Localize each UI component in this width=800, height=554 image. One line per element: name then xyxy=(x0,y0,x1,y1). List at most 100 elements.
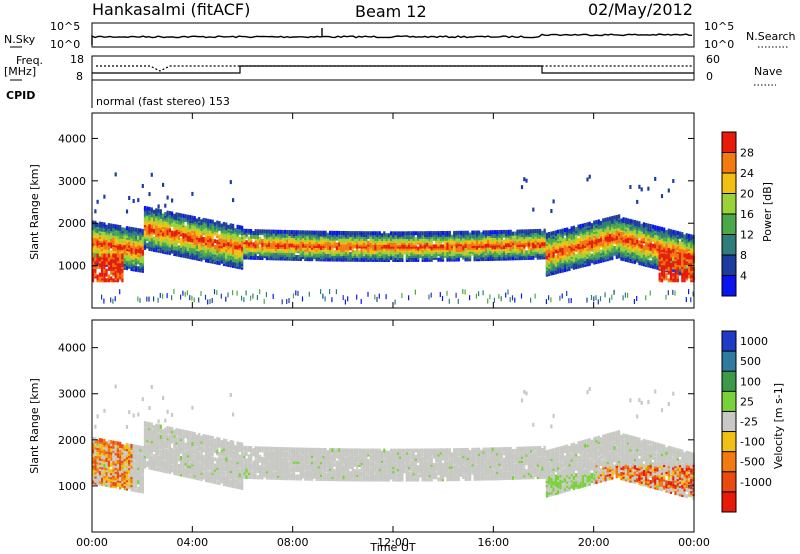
power-cell xyxy=(599,257,603,261)
nsky-tick-bottom: 10^0 xyxy=(50,38,80,51)
power-cell xyxy=(586,297,588,303)
power-cell xyxy=(681,259,684,264)
power-cell xyxy=(245,240,248,245)
power-cell xyxy=(681,263,684,268)
power-cell xyxy=(155,248,158,253)
power-cell xyxy=(401,231,404,236)
power-cell xyxy=(570,298,572,304)
power-cell xyxy=(171,198,174,203)
power-cell xyxy=(164,242,167,247)
power-cell xyxy=(238,236,241,241)
power-cell xyxy=(498,230,501,234)
power-cell xyxy=(200,291,202,296)
power-cell xyxy=(134,243,138,247)
power-cell xyxy=(371,231,375,236)
power-cell xyxy=(651,228,655,233)
power-cell xyxy=(259,236,262,241)
power-heatmap xyxy=(92,172,695,305)
power-cell xyxy=(263,252,266,257)
power-cell xyxy=(290,253,293,257)
power-cell xyxy=(550,297,552,303)
power-cell xyxy=(148,296,150,302)
power-cell xyxy=(414,236,417,241)
power-cell xyxy=(290,247,293,252)
power-cell xyxy=(656,242,659,247)
power-cell xyxy=(681,253,684,258)
power-cell xyxy=(622,295,624,301)
power-cell xyxy=(98,272,101,277)
power-cell xyxy=(195,229,198,234)
power-cell xyxy=(455,292,457,298)
power-cell xyxy=(184,214,187,219)
power-cell xyxy=(665,261,668,266)
power-cell xyxy=(502,245,506,250)
nave-tick-top: 60 xyxy=(706,53,720,66)
power-cell xyxy=(581,234,585,239)
power-cell xyxy=(322,230,325,235)
power-cell xyxy=(586,177,589,182)
nsky-label: N.Sky xyxy=(4,33,36,46)
power-cell xyxy=(448,298,450,304)
power-cell xyxy=(566,258,569,262)
power-cell xyxy=(572,225,575,230)
power-cell xyxy=(329,230,332,235)
power-cell xyxy=(241,240,244,245)
power-cell xyxy=(548,243,551,248)
power-cell xyxy=(259,289,261,295)
power-cell xyxy=(460,230,463,235)
power-cell xyxy=(430,231,433,236)
power-cell xyxy=(125,254,129,259)
power-cell xyxy=(243,234,246,239)
power-cell xyxy=(139,297,141,303)
power-cell xyxy=(234,264,237,269)
power-cell xyxy=(112,278,115,283)
power-cell xyxy=(441,244,445,249)
power-cell xyxy=(678,259,682,264)
power-cell xyxy=(631,234,634,239)
power-cell xyxy=(658,253,661,258)
power-cell xyxy=(107,242,110,247)
power-cell xyxy=(482,290,484,296)
date-title: 02/May/2012 xyxy=(588,0,693,19)
power-cell xyxy=(184,233,187,238)
power-cell xyxy=(613,219,616,224)
power-cell xyxy=(333,230,336,235)
power-cell xyxy=(543,238,546,243)
power-cell xyxy=(232,246,235,251)
power-cell xyxy=(577,243,580,248)
power-cell xyxy=(690,297,692,303)
power-cell xyxy=(561,243,564,248)
power-cell xyxy=(568,263,571,268)
power-cell xyxy=(315,234,318,239)
power-cell xyxy=(213,239,217,244)
power-cell xyxy=(500,230,503,234)
power-cell xyxy=(532,207,535,212)
power-cell xyxy=(627,292,629,298)
power-cell xyxy=(360,231,363,236)
power-cell xyxy=(624,234,627,239)
power-cell xyxy=(624,217,627,222)
power-cell xyxy=(105,224,108,229)
power-cell xyxy=(448,230,451,235)
power-cell xyxy=(430,292,432,298)
power-cell xyxy=(103,276,106,281)
velocity-cell xyxy=(103,463,106,468)
power-cell xyxy=(554,230,557,235)
power-cell xyxy=(157,208,160,213)
power-cell xyxy=(191,248,194,252)
power-cell xyxy=(572,256,575,261)
power-cell xyxy=(353,238,357,243)
power-cell xyxy=(615,214,618,219)
power-cell xyxy=(234,258,237,263)
power-cell xyxy=(110,259,113,264)
power-cell xyxy=(103,268,106,273)
power-cell xyxy=(570,235,573,240)
power-cell xyxy=(514,235,517,240)
power-cell xyxy=(351,231,354,236)
power-cell xyxy=(155,208,158,213)
power-cell xyxy=(356,244,359,249)
power-cell xyxy=(667,253,670,258)
power-cell xyxy=(683,268,686,273)
power-cell xyxy=(263,229,266,234)
power-cell xyxy=(270,229,273,234)
